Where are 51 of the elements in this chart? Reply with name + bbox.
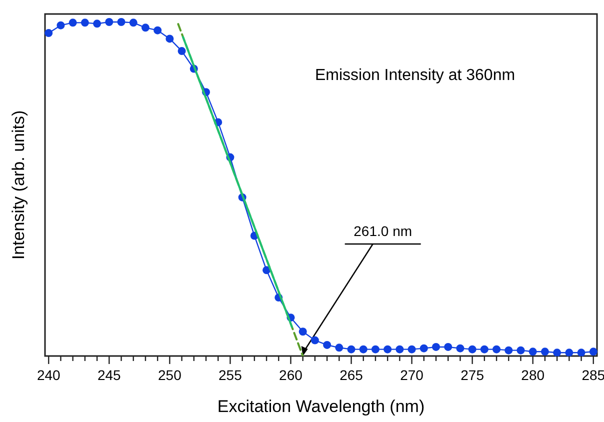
point — [323, 340, 332, 349]
point — [468, 345, 476, 354]
point — [432, 342, 440, 351]
point — [117, 18, 126, 26]
point — [68, 18, 77, 27]
point — [456, 344, 464, 352]
point — [577, 348, 586, 357]
point — [492, 345, 501, 354]
point — [553, 348, 562, 357]
x-tick-label: 280 — [521, 367, 545, 383]
point — [480, 345, 488, 354]
point — [105, 18, 114, 26]
annotation: 261.0 nm — [354, 223, 412, 239]
point — [408, 345, 416, 354]
x-tick-label: 250 — [158, 367, 182, 383]
point — [371, 345, 380, 354]
point — [444, 342, 452, 351]
x-tick-label: 270 — [400, 367, 424, 383]
point — [56, 21, 65, 30]
point — [141, 24, 150, 32]
point — [540, 348, 549, 356]
x-tick-label: 275 — [460, 367, 484, 383]
point — [154, 26, 162, 34]
point — [262, 266, 271, 274]
point — [347, 345, 356, 354]
point — [80, 18, 89, 27]
x-tick-label: 265 — [340, 367, 364, 383]
point — [178, 47, 186, 56]
point — [504, 346, 513, 354]
point — [396, 345, 404, 354]
point — [516, 346, 525, 354]
point — [44, 29, 53, 38]
point — [384, 345, 392, 354]
point — [528, 348, 537, 356]
point — [129, 18, 138, 27]
point — [589, 348, 598, 356]
point — [420, 344, 428, 352]
point — [166, 34, 174, 43]
point — [359, 345, 368, 354]
x-tick-label: 240 — [36, 367, 61, 383]
point — [565, 348, 574, 357]
text: Emission Intensity at 360nm — [314, 67, 516, 84]
y-axis-title: Intensity (arb. units) — [9, 110, 28, 260]
point — [335, 344, 344, 352]
x-tick-label: 245 — [97, 367, 122, 383]
point — [93, 20, 102, 28]
point — [310, 336, 319, 344]
x-axis-title: Excitation Wavelength (nm) — [217, 397, 425, 416]
point — [298, 328, 307, 336]
x-tick-label: 255 — [218, 367, 242, 383]
x-tick-label: 260 — [279, 367, 303, 383]
